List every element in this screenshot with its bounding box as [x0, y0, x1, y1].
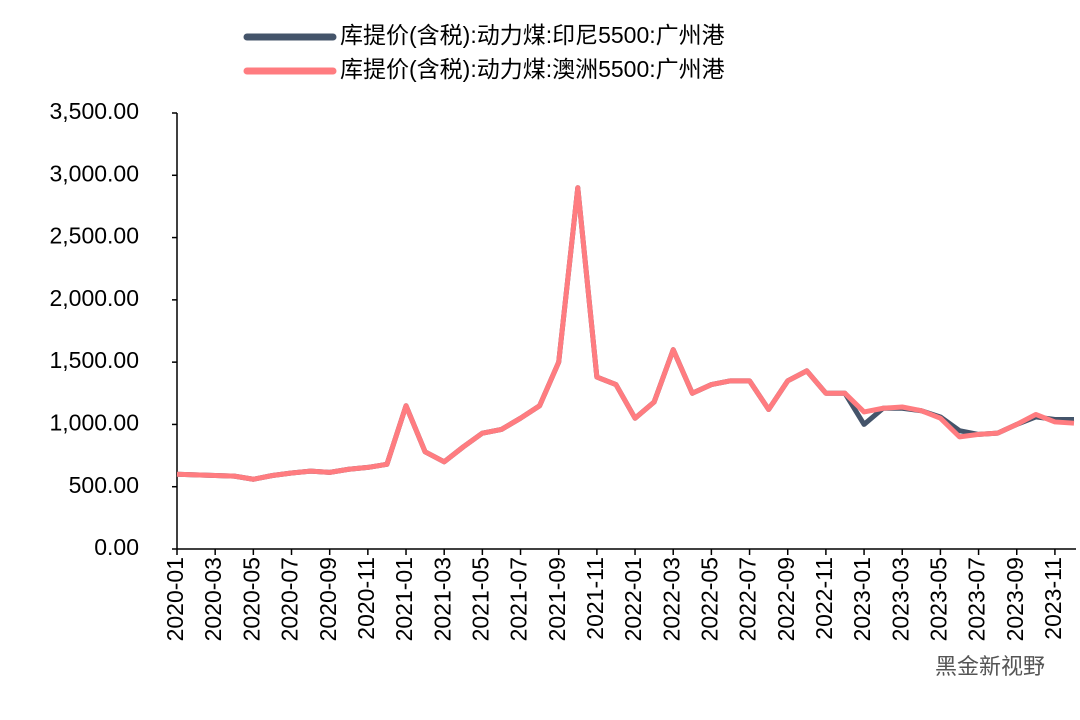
y-tick-label: 2,000.00 [49, 285, 139, 311]
x-tick-label: 2023-07 [964, 557, 990, 641]
y-tick-label: 1,000.00 [49, 410, 139, 436]
x-tick-label: 2020-11 [353, 557, 379, 640]
x-tick-label: 2023-01 [849, 557, 875, 641]
x-tick-label: 2023-05 [925, 557, 951, 641]
x-tick-label: 2020-09 [315, 557, 341, 641]
x-tick-label: 2023-11 [1040, 557, 1066, 640]
y-tick-label: 0.00 [94, 534, 139, 560]
series-line [176, 185, 1074, 482]
x-tick-label: 2020-05 [238, 557, 264, 641]
x-tick-label: 2020-01 [162, 557, 188, 641]
x-tick-label: 2022-09 [773, 557, 799, 641]
series-line [176, 185, 1075, 482]
x-tick-label: 2022-05 [696, 557, 722, 641]
watermark: 黑金新视野 [935, 654, 1045, 679]
y-tick-label: 1,500.00 [49, 347, 139, 373]
y-tick-label: 2,500.00 [49, 223, 139, 249]
x-tick-label: 2022-11 [811, 557, 837, 640]
x-tick-label: 2021-05 [467, 557, 493, 641]
x-tick-label: 2020-03 [200, 557, 226, 641]
x-tick-label: 2021-03 [429, 557, 455, 641]
x-tick-label: 2021-11 [582, 557, 608, 640]
x-tick-label: 2022-07 [735, 557, 761, 641]
x-tick-label: 2022-03 [658, 557, 684, 641]
y-tick-label: 3,500.00 [49, 98, 139, 124]
x-tick-label: 2023-03 [887, 557, 913, 641]
y-tick-label: 500.00 [69, 472, 139, 498]
legend-label: 库提价(含税):动力煤:澳洲5500:广州港 [340, 56, 725, 82]
x-tick-label: 2020-07 [277, 557, 303, 641]
y-tick-label: 3,000.00 [49, 160, 139, 186]
legend-label: 库提价(含税):动力煤:印尼5500:广州港 [340, 22, 725, 48]
x-tick-label: 2023-09 [1002, 557, 1028, 641]
x-tick-label: 2021-01 [391, 557, 417, 641]
x-tick-label: 2022-01 [620, 557, 646, 641]
x-tick-label: 2021-07 [506, 557, 532, 641]
x-tick-label: 2021-09 [544, 557, 570, 641]
